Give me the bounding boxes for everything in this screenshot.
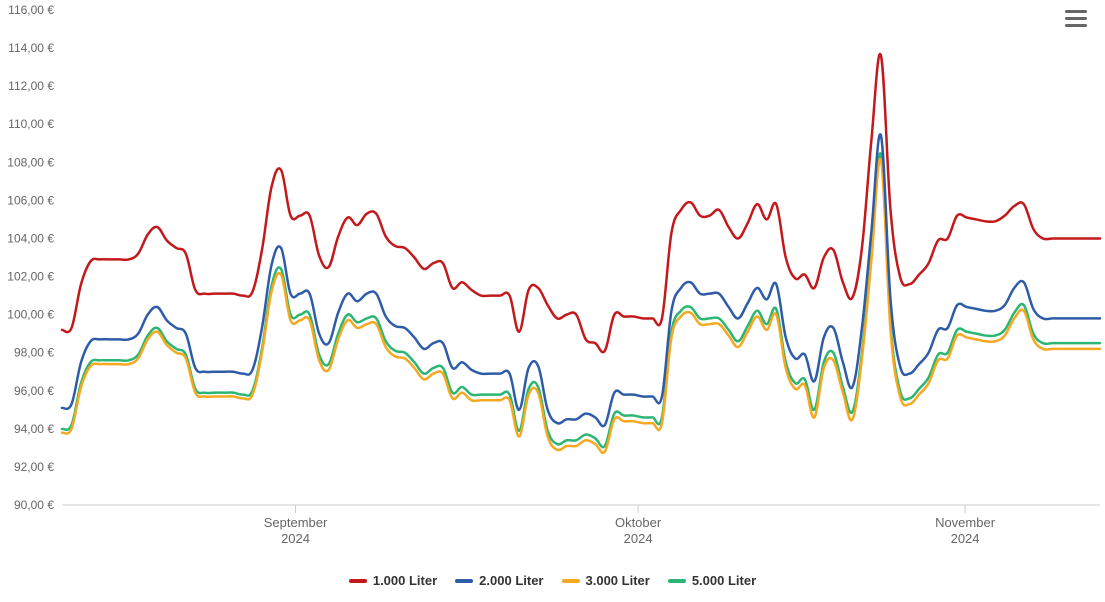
x-tick-label-year: 2024: [624, 531, 653, 546]
chart-svg: 90,00 € 92,00 € 94,00 € 96,00 € 98,00 € 100,0…: [0, 0, 1105, 562]
price-chart: 90,00 € 92,00 € 94,00 € 96,00 € 98,00 € 100,0…: [0, 0, 1105, 602]
y-tick-label: 92,00 €: [14, 460, 54, 474]
y-tick-label: 114,00 €: [8, 41, 54, 55]
x-tick-label-month: September: [264, 515, 328, 530]
hamburger-menu-icon[interactable]: [1065, 10, 1087, 28]
x-tick-label-month: Oktober: [615, 515, 662, 530]
y-tick-label: 96,00 €: [14, 384, 54, 398]
legend-swatch[interactable]: [668, 579, 686, 583]
series-line[interactable]: [62, 54, 1100, 352]
series-line[interactable]: [62, 159, 1100, 453]
y-tick-label: 108,00 €: [7, 155, 54, 169]
series-line[interactable]: [62, 134, 1100, 426]
y-tick-label: 90,00 €: [14, 498, 54, 512]
legend-label[interactable]: 1.000 Liter: [373, 573, 437, 588]
legend-swatch[interactable]: [349, 579, 367, 583]
y-tick-label: 94,00 €: [14, 422, 54, 436]
legend-label[interactable]: 3.000 Liter: [586, 573, 650, 588]
y-tick-label: 100,00 €: [7, 308, 54, 322]
chart-legend: 1.000 Liter 2.000 Liter 3.000 Liter 5.000 L…: [0, 572, 1105, 588]
x-tick-label-year: 2024: [951, 531, 980, 546]
y-tick-label: 98,00 €: [14, 346, 54, 360]
x-tick-label-month: November: [935, 515, 996, 530]
x-tick-label-year: 2024: [281, 531, 310, 546]
legend-swatch[interactable]: [455, 579, 473, 583]
y-tick-label: 104,00 €: [7, 231, 54, 245]
legend-label[interactable]: 5.000 Liter: [692, 573, 756, 588]
y-tick-label: 116,00 €: [8, 3, 54, 17]
series-line[interactable]: [62, 153, 1100, 447]
legend-swatch[interactable]: [562, 579, 580, 583]
y-tick-label: 106,00 €: [7, 193, 54, 207]
y-tick-label: 112,00 €: [8, 79, 54, 93]
y-tick-label: 102,00 €: [7, 270, 54, 284]
legend-label[interactable]: 2.000 Liter: [479, 573, 543, 588]
y-tick-label: 110,00 €: [8, 117, 54, 131]
